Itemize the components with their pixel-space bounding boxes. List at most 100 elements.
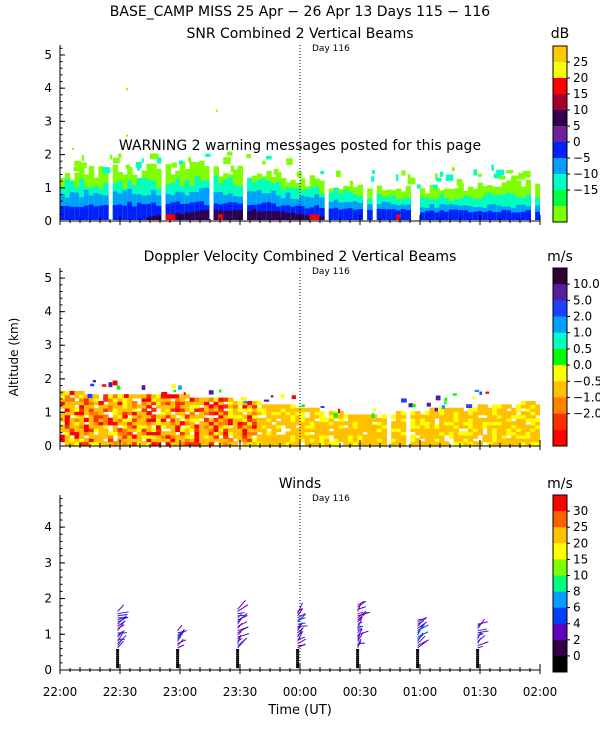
doppler-cell (376, 431, 383, 436)
doppler-cell (232, 417, 239, 422)
doppler-cell (74, 394, 80, 399)
doppler-cell (530, 404, 536, 409)
wind-barb (117, 611, 129, 615)
doppler-cell (420, 434, 426, 439)
wind-barb (237, 604, 249, 612)
doppler-cell (468, 424, 474, 429)
doppler-cell (60, 417, 66, 422)
doppler-cell (117, 431, 123, 436)
wind-barb (357, 600, 365, 606)
doppler-cell (319, 441, 325, 446)
doppler-plot-area (60, 380, 545, 446)
doppler-cell (194, 424, 200, 429)
doppler-cell (165, 424, 171, 429)
doppler-cell (271, 431, 277, 436)
doppler-cell (256, 411, 263, 416)
doppler-cell (319, 434, 325, 439)
doppler-cell (160, 414, 167, 419)
doppler-cell (290, 411, 296, 416)
doppler-cell (520, 414, 527, 419)
doppler-cell (525, 424, 531, 429)
doppler-cell (60, 404, 66, 409)
doppler-cell (223, 434, 229, 439)
snr-cell (511, 194, 517, 221)
doppler-cell (424, 421, 431, 426)
doppler-cell (290, 407, 296, 412)
doppler-cell (314, 427, 320, 433)
doppler-cell (108, 382, 113, 388)
doppler-cell (415, 421, 421, 426)
doppler-cell (180, 414, 186, 419)
doppler-cell (439, 431, 445, 436)
wind-barb (176, 653, 180, 656)
doppler-cell (64, 427, 71, 433)
doppler-cell (79, 437, 85, 443)
doppler-cell (372, 434, 378, 439)
doppler-cell (165, 411, 171, 416)
doppler-cell (410, 414, 416, 419)
snr-cell (319, 207, 325, 221)
doppler-cell (372, 414, 378, 419)
doppler-cell (103, 421, 109, 426)
x-tick-label: 00:30 (343, 685, 378, 699)
doppler-cell (165, 414, 171, 419)
doppler-cell (108, 437, 114, 443)
doppler-cell (213, 424, 219, 429)
doppler-cell (291, 395, 296, 400)
doppler-cell (424, 434, 431, 439)
doppler-cell (60, 424, 66, 429)
doppler-cell (117, 404, 123, 409)
doppler-cell (180, 437, 186, 443)
doppler-cell (208, 411, 215, 416)
doppler-cell (463, 437, 469, 443)
doppler-cell (314, 441, 320, 446)
doppler-cell (98, 400, 104, 406)
doppler-cell (295, 437, 301, 443)
doppler-cell (328, 414, 335, 419)
doppler-cell (160, 421, 167, 426)
doppler-cell (474, 389, 480, 393)
doppler-cell (434, 434, 440, 439)
doppler-cell (184, 421, 191, 426)
wind-barb (116, 649, 120, 651)
doppler-cell (64, 400, 71, 406)
doppler-cell (84, 394, 90, 399)
doppler-cell (180, 434, 186, 439)
doppler-cell (516, 421, 522, 426)
doppler-cell (60, 414, 66, 419)
doppler-cell (252, 417, 258, 422)
doppler-cell (127, 404, 133, 409)
snr-cell (338, 209, 344, 221)
doppler-cell (132, 414, 138, 419)
snr-cell (170, 214, 176, 221)
doppler-cell (506, 417, 512, 422)
doppler-cell (463, 421, 469, 426)
doppler-cell (204, 407, 210, 412)
doppler-cell (348, 421, 354, 426)
doppler-cell (540, 404, 545, 408)
doppler-cell (93, 397, 99, 402)
wind-barb (417, 624, 429, 632)
snr-cell (296, 171, 303, 178)
snr-cell (381, 208, 387, 221)
doppler-cell (74, 437, 80, 443)
doppler-cell (64, 424, 71, 429)
doppler-cell (117, 394, 123, 399)
x-tick-label: 01:30 (463, 685, 498, 699)
doppler-cell (103, 427, 109, 433)
snr-cell (276, 211, 282, 221)
doppler-cell (540, 401, 545, 405)
doppler-cell (487, 417, 493, 422)
doppler-cell (295, 427, 301, 433)
doppler-cell (132, 407, 138, 412)
doppler-cell (487, 421, 493, 426)
doppler-cell (88, 400, 95, 406)
doppler-cell (376, 424, 383, 429)
wind-barb (177, 629, 188, 636)
doppler-cell (132, 417, 138, 422)
wind-barb (416, 651, 420, 654)
doppler-cell (285, 417, 291, 422)
doppler-cell (319, 424, 325, 429)
doppler-cell (165, 400, 171, 406)
doppler-cell (60, 400, 66, 406)
